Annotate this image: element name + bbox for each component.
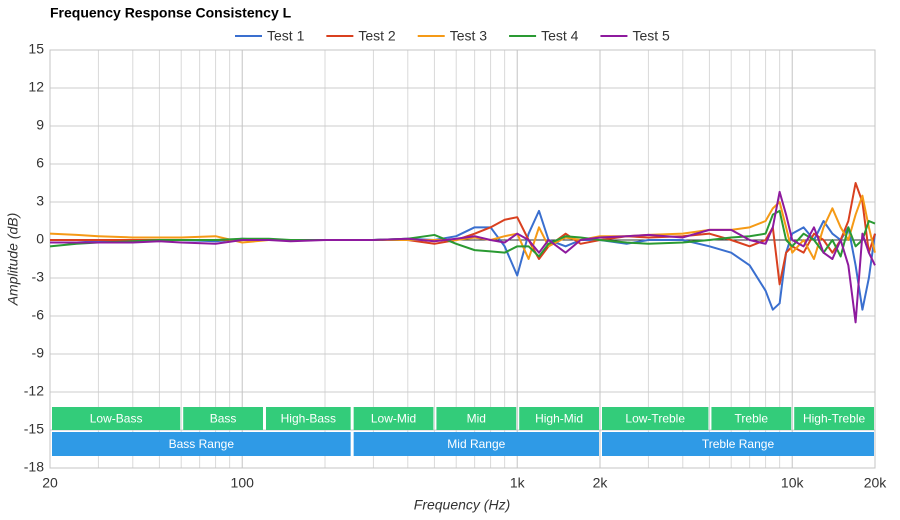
band: [519, 407, 599, 430]
band-label: Low-Treble: [625, 412, 685, 426]
legend-label: Test 5: [632, 28, 670, 44]
y-tick-label: -12: [24, 383, 44, 399]
x-axis-label: Frequency (Hz): [414, 497, 510, 513]
x-tick-label: 10k: [781, 475, 805, 491]
y-tick-label: 3: [36, 193, 44, 209]
plot-frame: [49, 49, 876, 469]
legend-label: Test 4: [541, 28, 579, 44]
band: [52, 407, 181, 430]
band: [602, 432, 874, 456]
band: [353, 432, 599, 456]
band-label: Bass Range: [169, 437, 235, 451]
y-tick-label: 15: [28, 41, 44, 57]
y-tick-label: -6: [32, 307, 45, 323]
legend-label: Test 1: [267, 28, 305, 44]
band-label: Bass: [210, 412, 237, 426]
band-label: Mid Range: [447, 437, 505, 451]
y-tick-label: -3: [32, 269, 45, 285]
series-line: [49, 209, 876, 258]
legend: Test 1 Test 2 Test 3 Test 4 Test 5: [235, 28, 670, 44]
band: [265, 407, 351, 430]
band-label: High-Mid: [535, 412, 583, 426]
y-tick-label: 6: [36, 155, 44, 171]
band-label: Treble Range: [702, 437, 775, 451]
y-tick-label: 9: [36, 117, 44, 133]
y-tick-label: -15: [24, 421, 44, 437]
band-label: High-Bass: [281, 412, 336, 426]
band-label: Mid: [467, 412, 486, 426]
x-tick-label: 1k: [510, 475, 526, 491]
y-tick-label: 0: [36, 231, 44, 247]
band-label: Low-Bass: [90, 412, 143, 426]
band-label: Treble: [735, 412, 769, 426]
band: [353, 407, 434, 430]
band: [711, 407, 792, 430]
series-line: [49, 194, 876, 260]
legend-label: Test 3: [450, 28, 488, 44]
band: [794, 407, 874, 430]
band: [436, 407, 517, 430]
y-tick-label: 12: [28, 79, 44, 95]
chart-title: Frequency Response Consistency L: [50, 5, 292, 21]
band-label: Low-Mid: [371, 412, 416, 426]
band: [183, 407, 263, 430]
x-tick-label: 20: [42, 475, 58, 491]
band: [602, 407, 709, 430]
y-axis-label: Amplitude (dB): [5, 213, 21, 307]
series-line: [50, 190, 876, 324]
x-tick-label: 100: [231, 475, 255, 491]
y-tick-label: -9: [32, 345, 45, 361]
x-tick-label: 2k: [593, 475, 609, 491]
band: [52, 432, 351, 456]
x-tick-label: 20k: [864, 475, 888, 491]
band-label: High-Treble: [803, 412, 866, 426]
legend-label: Test 2: [358, 28, 396, 44]
y-tick-label: -18: [24, 459, 44, 475]
